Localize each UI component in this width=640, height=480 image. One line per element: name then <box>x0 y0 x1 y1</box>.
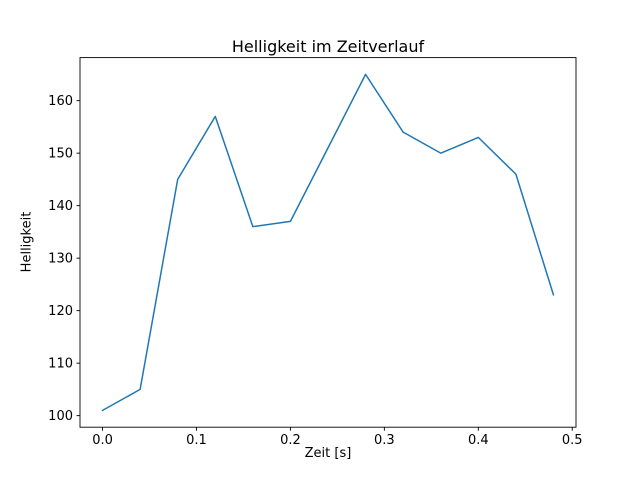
y-tick-label: 120 <box>48 304 73 319</box>
x-tick-label: 0.0 <box>92 433 113 448</box>
y-tick-label: 140 <box>48 199 73 214</box>
y-tick-label: 100 <box>48 409 73 424</box>
y-axis-label: Helligkeit <box>19 211 35 273</box>
x-tick-label: 0.5 <box>562 433 583 448</box>
x-tick-label: 0.2 <box>280 433 301 448</box>
y-tick-label: 150 <box>48 147 73 162</box>
x-tick-label: 0.4 <box>468 433 489 448</box>
chart-title: Helligkeit im Zeitverlauf <box>231 37 425 56</box>
line-series <box>101 73 555 412</box>
y-tick-label: 130 <box>48 252 73 267</box>
x-tick-label: 0.1 <box>186 433 207 448</box>
x-tick-label: 0.3 <box>374 433 395 448</box>
y-tick-label: 160 <box>48 94 73 109</box>
y-tick-label: 110 <box>48 357 73 372</box>
x-axis-label: Zeit [s] <box>304 446 352 461</box>
plot-border <box>79 57 577 428</box>
